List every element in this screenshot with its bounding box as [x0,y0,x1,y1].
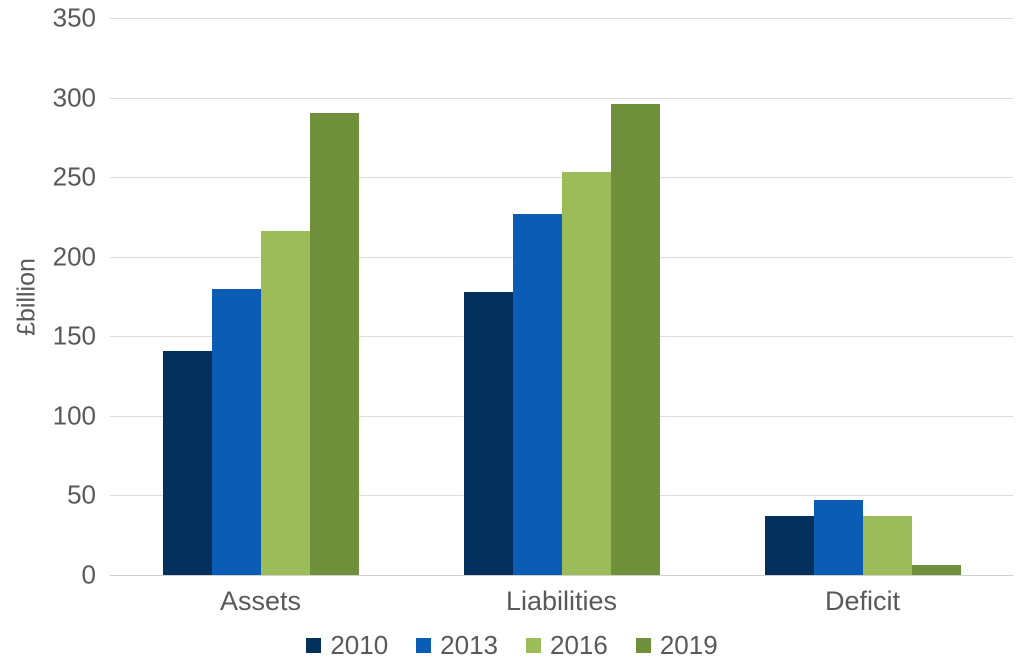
y-tick-label: 250 [52,161,96,192]
x-axis-label: Assets [219,586,302,616]
y-tick-label: 100 [52,400,96,431]
gridline [110,98,1013,99]
x-axis-label: Liabilities [505,586,618,616]
bar-2016-deficit [862,516,912,575]
y-tick-label: 200 [52,241,96,272]
gridline [110,575,1013,576]
legend: 2010 2013 2016 2019 [0,632,1024,658]
x-axis: Assets Liabilities Deficit [110,586,1013,619]
y-tick-label: 150 [52,320,96,351]
bar-2010-deficit [764,516,814,575]
legend-label: 2013 [440,630,498,660]
legend-label: 2019 [659,630,718,660]
legend-item: 2019 [635,630,718,660]
y-tick-label: 300 [52,82,96,113]
y-tick-label: 0 [81,559,96,590]
legend-label: 2010 [330,630,389,660]
legend-swatch [306,637,322,653]
legend-swatch [526,637,541,653]
legend-label: 2016 [550,630,608,660]
legend-item: 2013 [416,632,498,658]
legend-swatch [416,637,432,653]
bar-2013-liabilities [512,214,562,575]
bar-2016-assets [260,231,310,575]
x-axis-label: Deficit [824,586,900,616]
bar-2019-assets [309,113,359,575]
legend-swatch [635,637,651,653]
bar-2019-deficit [911,565,961,575]
bar-2010-liabilities [463,292,513,575]
plot-area [110,18,1013,576]
bar-2016-liabilities [561,172,611,575]
y-tick-label: 350 [52,2,96,33]
legend-item: 2010 [306,632,388,658]
y-axis: 0 50 100 150 200 250 300 350 [0,4,96,587]
gridline [110,18,1013,19]
bar-2013-deficit [813,500,863,575]
y-tick-label: 50 [67,479,96,510]
bar-2010-assets [162,351,212,575]
bar-2013-assets [211,289,261,575]
bar-2019-liabilities [610,104,660,575]
legend-item: 2016 [526,632,608,658]
